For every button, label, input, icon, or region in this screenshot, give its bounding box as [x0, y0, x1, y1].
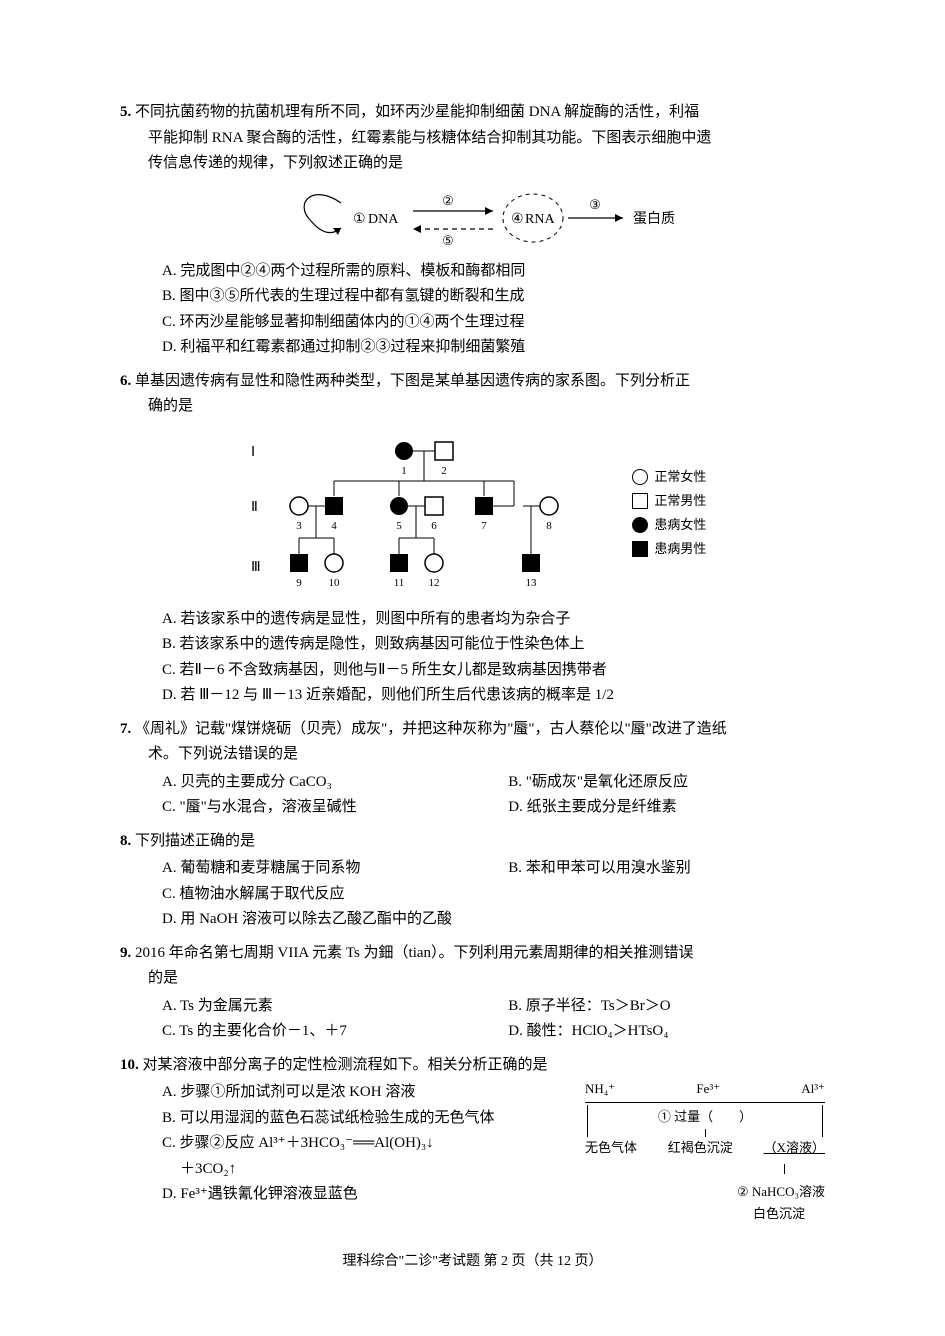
svg-text:13: 13	[525, 577, 537, 589]
svg-text:Ⅱ: Ⅱ	[251, 500, 258, 515]
q9-options: A. Ts 为金属元素 B. 原子半径：Ts＞Br＞O C. Ts 的主要化合价…	[120, 994, 825, 1045]
q5-opt-d: D. 利福平和红霉素都通过抑制②③过程来抑制细菌繁殖	[162, 335, 825, 361]
q5-node1-num: ①	[353, 212, 366, 227]
q10-options: A. 步骤①所加试剂可以是浓 KOH 溶液 B. 可以用湿润的蓝色石蕊试纸检验生…	[120, 1080, 585, 1220]
legend-nf: 正常女性	[654, 466, 706, 488]
question-7: 7. 《周礼》记载"煤饼烧砺（贝壳）成灰"，并把这种灰称为"蜃"，古人蔡伦以"蜃…	[120, 717, 825, 821]
q5-stem-line3: 传信息传递的规律，下列叙述正确的是	[120, 151, 825, 177]
q9-stem-line2: 的是	[120, 966, 825, 992]
question-10: 10. 对某溶液中部分离子的定性检测流程如下。相关分析正确的是 A. 步骤①所加…	[120, 1053, 825, 1226]
legend-af: 患病女性	[654, 514, 706, 536]
q5-arrow3: ③	[589, 197, 601, 212]
ion-al3: Al³⁺	[801, 1078, 825, 1100]
q9-number: 9.	[120, 945, 131, 961]
step1-box: ① 过量（ ）	[587, 1105, 823, 1129]
q7-options: A. 贝壳的主要成分 CaCO₃ B. "砺成灰"是氧化还原反应 C. "蜃"与…	[120, 770, 825, 821]
svg-text:5: 5	[396, 520, 402, 532]
legend-am: 患病男性	[654, 538, 706, 560]
prod-precip: 红褐色沉淀	[668, 1137, 733, 1159]
svg-text:1: 1	[401, 465, 407, 477]
prod-gas: 无色气体	[585, 1137, 637, 1159]
question-8: 8. 下列描述正确的是 A. 葡萄糖和麦芽糖属于同系物 B. 苯和甲苯可以用溴水…	[120, 829, 825, 933]
q5-opt-a: A. 完成图中②④两个过程所需的原料、模板和酶都相同	[162, 259, 825, 285]
svg-text:Ⅲ: Ⅲ	[251, 560, 261, 575]
page-footer: 理科综合"二诊"考试题 第 2 页（共 12 页）	[120, 1250, 825, 1274]
q9-opt-a: A. Ts 为金属元素	[162, 994, 480, 1020]
q10-stem: 对某溶液中部分离子的定性检测流程如下。相关分析正确的是	[143, 1057, 548, 1073]
svg-text:7: 7	[481, 520, 487, 532]
q8-opt-d: D. 用 NaOH 溶液可以除去乙酸乙酯中的乙酸	[162, 907, 452, 933]
svg-text:6: 6	[431, 520, 437, 532]
question-5: 5. 不同抗菌药物的抗菌机理有所不同，如环丙沙星能抑制细菌 DNA 解旋酶的活性…	[120, 100, 825, 361]
q5-opt-c: C. 环丙沙星能够显著抑制细菌体内的①④两个生理过程	[162, 310, 825, 336]
svg-text:8: 8	[546, 520, 552, 532]
svg-text:4: 4	[331, 520, 337, 532]
prod-x: （X溶液）	[764, 1137, 825, 1159]
question-9: 9. 2016 年命名第七周期 VIIA 元素 Ts 为鈿（tian）。下列利用…	[120, 941, 825, 1045]
q7-opt-d: D. 纸张主要成分是纤维素	[508, 795, 676, 821]
q5-node2-num: ④	[511, 212, 524, 227]
q5-stem-line1: 不同抗菌药物的抗菌机理有所不同，如环丙沙星能抑制细菌 DNA 解旋酶的活性，利福	[135, 104, 699, 120]
q8-opt-a: A. 葡萄糖和麦芽糖属于同系物	[162, 856, 480, 882]
q7-opt-c: C. "蜃"与水混合，溶液呈碱性	[162, 795, 480, 821]
q8-stem: 下列描述正确的是	[135, 833, 255, 849]
q8-number: 8.	[120, 833, 131, 849]
svg-text:Ⅰ: Ⅰ	[251, 445, 255, 460]
q10-flow-diagram: NH₄⁺ Fe³⁺ Al³⁺ ① 过量（ ） 无色气体 红褐色沉淀 （X溶液） …	[585, 1078, 825, 1226]
q7-opt-b: B. "砺成灰"是氧化还原反应	[508, 770, 688, 796]
q7-number: 7.	[120, 721, 131, 737]
svg-text:9: 9	[296, 577, 302, 589]
q5-node2-label: RNA	[525, 212, 555, 227]
q7-stem-line1: 《周礼》记载"煤饼烧砺（贝壳）成灰"，并把这种灰称为"蜃"，古人蔡伦以"蜃"改进…	[135, 721, 727, 737]
q9-opt-d: D. 酸性：HClO₄＞HTsO₄	[508, 1019, 668, 1045]
svg-text:3: 3	[296, 520, 302, 532]
svg-text:12: 12	[428, 577, 439, 589]
q6-opt-b: B. 若该家系中的遗传病是隐性，则致病基因可能位于性染色体上	[162, 632, 825, 658]
q5-node3: 蛋白质	[633, 211, 675, 227]
final-product: 白色沉淀	[585, 1203, 825, 1225]
q6-number: 6.	[120, 373, 131, 389]
pedigree-svg: Ⅰ Ⅱ Ⅲ 1 2 3 4 5	[239, 426, 609, 601]
question-6: 6. 单基因遗传病有显性和隐性两种类型，下图是某单基因遗传病的家系图。下列分析正…	[120, 369, 825, 709]
q6-pedigree: Ⅰ Ⅱ Ⅲ 1 2 3 4 5	[120, 426, 825, 601]
q10-opt-c2: ＋3CO₂↑	[162, 1157, 603, 1183]
q9-opt-c: C. Ts 的主要化合价－1、＋7	[162, 1019, 480, 1045]
q6-stem-line2: 确的是	[120, 394, 825, 420]
q5-diagram: ① DNA ② ⑤ ④ RNA ③ 蛋白质	[120, 183, 825, 253]
q5-flow-svg: ① DNA ② ⑤ ④ RNA ③ 蛋白质	[263, 183, 683, 253]
q5-node1-label: DNA	[368, 212, 399, 227]
pedigree-legend: 正常女性 正常男性 患病女性 患病男性	[632, 464, 706, 562]
svg-text:11: 11	[393, 577, 404, 589]
q10-opt-c1: C. 步骤②反应 Al³⁺＋3HCO₃⁻══Al(OH)₃↓	[162, 1131, 585, 1157]
q5-stem-line2: 平能抑制 RNA 聚合酶的活性，红霉素能与核糖体结合抑制其功能。下图表示细胞中遗	[120, 126, 825, 152]
legend-nm: 正常男性	[654, 490, 706, 512]
q10-opt-d: D. Fe³⁺遇铁氰化钾溶液显蓝色	[162, 1182, 585, 1208]
q10-opt-a: A. 步骤①所加试剂可以是浓 KOH 溶液	[162, 1080, 585, 1106]
q6-opt-d: D. 若 Ⅲ－12 与 Ⅲ－13 近亲婚配，则他们所生后代患该病的概率是 1/2	[162, 683, 825, 709]
q9-opt-b: B. 原子半径：Ts＞Br＞O	[508, 994, 670, 1020]
q5-arrow5: ⑤	[442, 233, 454, 248]
q6-stem-line1: 单基因遗传病有显性和隐性两种类型，下图是某单基因遗传病的家系图。下列分析正	[135, 373, 690, 389]
q8-opt-c: C. 植物油水解属于取代反应	[162, 882, 480, 908]
q5-options: A. 完成图中②④两个过程所需的原料、模板和酶都相同 B. 图中③⑤所代表的生理…	[120, 259, 825, 361]
q5-arrow2: ②	[442, 193, 454, 208]
ion-nh4: NH₄⁺	[585, 1078, 615, 1100]
q7-stem-line2: 术。下列说法错误的是	[120, 742, 825, 768]
ion-fe3: Fe³⁺	[696, 1078, 720, 1100]
svg-text:2: 2	[441, 465, 447, 477]
step2-label: ② NaHCO₃溶液	[585, 1181, 825, 1203]
q8-opt-b: B. 苯和甲苯可以用溴水鉴别	[508, 856, 691, 882]
q10-number: 10.	[120, 1057, 139, 1073]
q9-stem-line1: 2016 年命名第七周期 VIIA 元素 Ts 为鈿（tian）。下列利用元素周…	[135, 945, 694, 961]
q5-opt-b: B. 图中③⑤所代表的生理过程中都有氢键的断裂和生成	[162, 284, 825, 310]
q5-number: 5.	[120, 104, 131, 120]
q6-opt-c: C. 若Ⅱ－6 不含致病基因，则他与Ⅱ－5 所生女儿都是致病基因携带者	[162, 658, 825, 684]
q6-opt-a: A. 若该家系中的遗传病是显性，则图中所有的患者均为杂合子	[162, 607, 825, 633]
svg-text:10: 10	[328, 577, 340, 589]
q8-options: A. 葡萄糖和麦芽糖属于同系物 B. 苯和甲苯可以用溴水鉴别 C. 植物油水解属…	[120, 856, 825, 933]
q7-opt-a: A. 贝壳的主要成分 CaCO₃	[162, 770, 480, 796]
q6-options: A. 若该家系中的遗传病是显性，则图中所有的患者均为杂合子 B. 若该家系中的遗…	[120, 607, 825, 709]
q10-opt-b: B. 可以用湿润的蓝色石蕊试纸检验生成的无色气体	[162, 1106, 585, 1132]
